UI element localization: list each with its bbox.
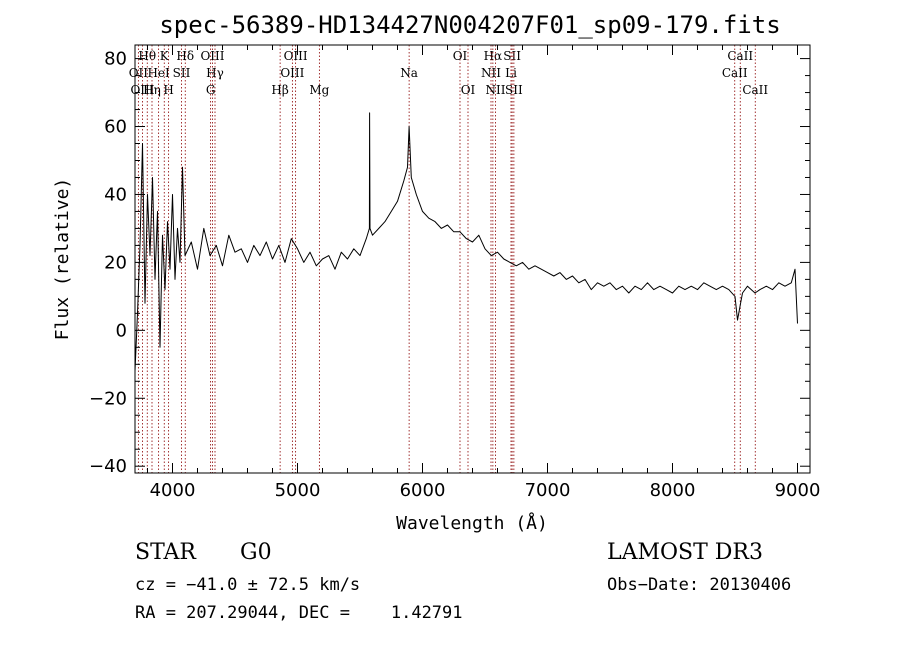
object-class: STAR <box>135 540 196 565</box>
y-tick-label: 20 <box>104 252 127 273</box>
survey-name: LAMOST DR3 <box>607 540 763 565</box>
y-axis-label: Flux (relative) <box>52 178 73 341</box>
spectral-line-label: OII <box>129 66 149 80</box>
x-tick-label: 9000 <box>775 480 821 501</box>
spectral-line-label: Li <box>505 66 517 80</box>
y-tick-label: −20 <box>89 388 127 409</box>
plot-frame <box>134 44 811 474</box>
spectral-line-label: OI <box>453 49 468 63</box>
x-tick-label: 7000 <box>525 480 571 501</box>
spectral-line-label: Hη <box>143 83 161 97</box>
spectral-line-label: CaII <box>727 49 753 63</box>
spectral-line-label: OIII <box>130 83 154 97</box>
series-layer <box>134 112 798 372</box>
spectral-line-label: Hβ <box>271 83 288 97</box>
spectral-line-label: NII <box>481 66 501 80</box>
y-tick-label: 40 <box>104 184 127 205</box>
spectral-line-label: OIII <box>284 49 308 63</box>
x-tick-label: 4000 <box>150 480 196 501</box>
observation-date: Obs−Date: 20130406 <box>607 575 792 595</box>
spectral-line-label: K <box>160 49 170 63</box>
x-tick-label: 8000 <box>650 480 696 501</box>
x-tick-label: 6000 <box>400 480 446 501</box>
spectral-line-label: SII <box>505 83 523 97</box>
spectral-line-label: OIII <box>200 49 224 63</box>
spectral-line-label: OIII <box>280 66 304 80</box>
y-tick-label: 60 <box>104 117 127 138</box>
spectral-line-label: Hα <box>484 49 503 63</box>
x-axis-label: Wavelength (Å) <box>396 512 548 534</box>
spectrum-line <box>134 112 798 372</box>
y-tick-label: 0 <box>116 320 127 341</box>
spectral-line-label: Na <box>400 66 418 80</box>
spectral-line-label: Hθ <box>138 49 156 63</box>
spectral-line-label: CaII <box>722 66 748 80</box>
axis-ticks: 4000 5000 6000 7000 8000 9000 −40 −20 0 20 40 60 80 <box>89 45 820 501</box>
chart-title: spec-56389-HD134427N004207F01_sp09-179.f… <box>159 11 780 39</box>
spectral-line-label: HeI <box>147 66 170 80</box>
spectral-line-label: Hδ <box>176 49 194 63</box>
y-tick-label: 80 <box>104 49 127 70</box>
spectral-line-label: SII <box>503 49 521 63</box>
spectral-line-label: G <box>206 83 216 97</box>
spectral-line-label: SII <box>173 66 191 80</box>
redshift-info: cz = −41.0 ± 72.5 km/s <box>135 575 361 595</box>
spectral-line-label: Mg <box>309 83 329 97</box>
spectral-line-label: Hγ <box>206 66 224 80</box>
object-subclass: G0 <box>240 540 272 565</box>
x-tick-label: 5000 <box>275 480 321 501</box>
y-tick-label: −40 <box>89 456 127 477</box>
spectral-line-label: NII <box>486 83 506 97</box>
coordinates-info: RA = 207.29044, DEC = 1.42791 <box>135 603 463 623</box>
spectral-line-label: OI <box>461 83 476 97</box>
spectral-line-label: CaII <box>742 83 768 97</box>
spectral-line-label: H <box>163 83 173 97</box>
